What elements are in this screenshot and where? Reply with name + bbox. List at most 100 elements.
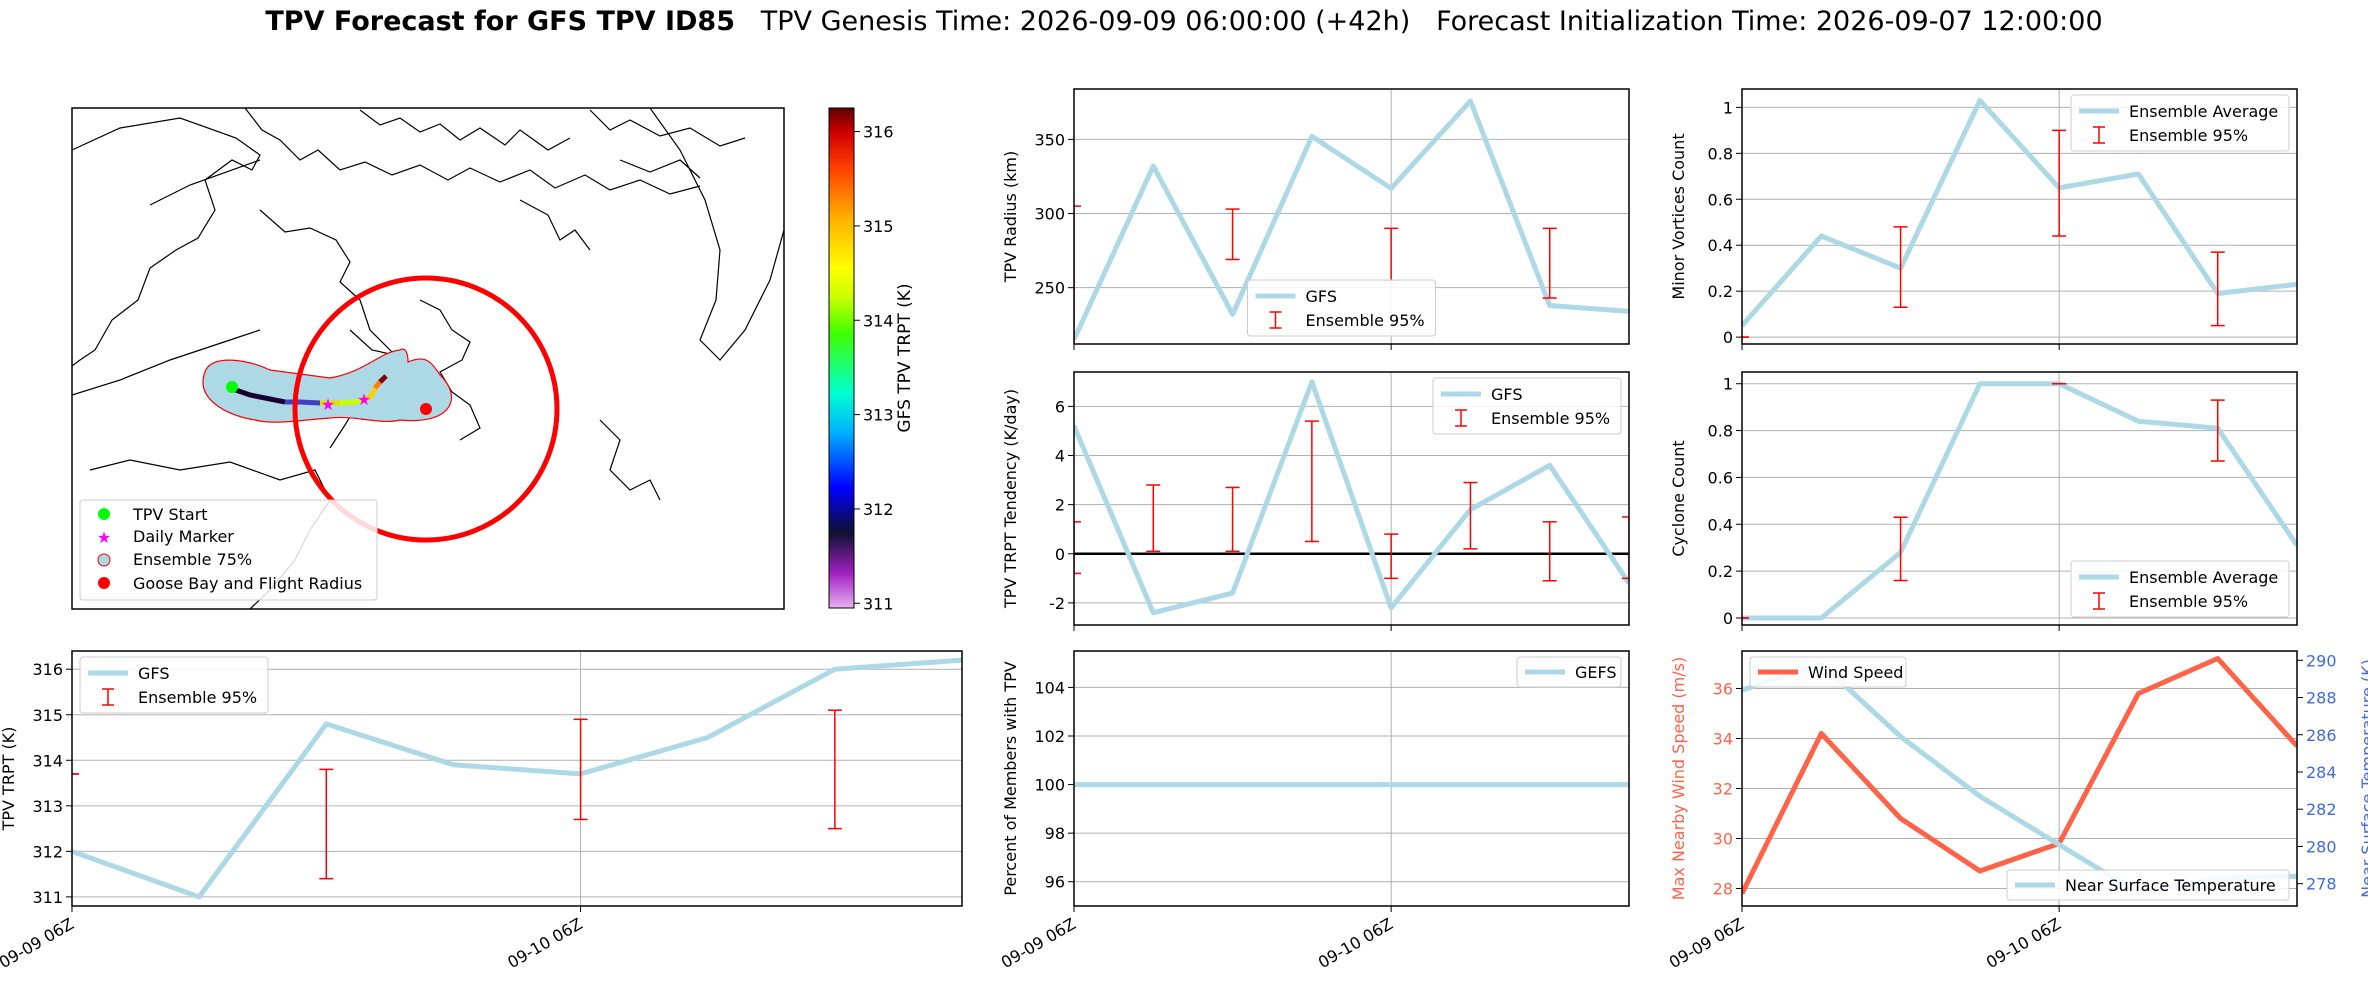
series-line [72, 657, 962, 900]
y-axis-label: Minor Vortices Count [1669, 133, 1688, 299]
y-tick-label: 6 [1055, 397, 1065, 416]
legend-daily-marker: Daily Marker [133, 527, 234, 546]
y-tick-label: -2 [1049, 594, 1065, 613]
y2-tick-label: 280 [2306, 837, 2337, 856]
y-tick-label: 34 [1713, 730, 1733, 749]
chart-legend: GFS Ensemble 95% [1247, 279, 1436, 337]
chart-frame [1741, 88, 2298, 345]
y-tick-label: 314 [32, 751, 63, 770]
legend-label: GEFS [1575, 663, 1617, 682]
legend-tpv-start: TPV Start [132, 505, 208, 524]
chart-frame [1741, 650, 2298, 907]
map-coastline-west [72, 117, 261, 367]
chart-legend: Ensemble Average Ensemble 95% [2070, 560, 2290, 618]
x-tick-label: 09-09 06Z [998, 914, 1079, 972]
y-tick-label: 100 [1034, 776, 1065, 795]
chart-frame [1073, 650, 1630, 907]
chart-frame [1073, 88, 1630, 345]
chart-grid [1742, 651, 2297, 906]
y2-tick-label: 288 [2306, 689, 2337, 708]
y2-tick-label: 278 [2306, 875, 2337, 894]
y-tick-label: 0.6 [1708, 468, 1733, 487]
y-tick-label: 98 [1045, 824, 1065, 843]
colorbar-tick-label: 312 [863, 500, 894, 519]
title-init: Forecast Initialization Time: 2026-09-07… [1436, 6, 2103, 37]
y2-tick-label: 282 [2306, 800, 2337, 819]
legend-tpv-start-icon [98, 508, 110, 520]
y-tick-label: 0.2 [1708, 282, 1733, 301]
chart-percent: 96 98 100 102 104 09-09 06Z 09-10 06Z Percent o… [998, 650, 1630, 972]
y-tick-label: 300 [1034, 205, 1065, 224]
y-axis-label: Percent of Members with TPV [1001, 661, 1020, 895]
legend-label: Ensemble 95% [1491, 409, 1610, 428]
chart-plot-area [1742, 98, 2297, 338]
legend-label: GFS [1491, 385, 1522, 404]
y2-tick-label: 290 [2306, 651, 2337, 670]
chart-tendency: -2 0 2 4 6 TPV TRPT Tendency (K/day) GFS Ensemb… [1001, 371, 1630, 631]
y-tick-label: 1 [1723, 98, 1733, 117]
map-coastline-islands [359, 109, 746, 251]
chart-trpt: 311 312 313 314 315 316 09-09 06Z 09-10 06Z TPV … [0, 650, 963, 972]
colorbar-bar [828, 107, 855, 609]
chart-legend: GFS Ensemble 95% [1432, 377, 1622, 435]
colorbar-tick-label: 315 [863, 217, 894, 236]
map-arc-line [149, 159, 261, 206]
y-tick-label: 104 [1034, 678, 1065, 697]
legend-label: GFS [1306, 287, 1337, 306]
legend-box [1516, 656, 1622, 688]
x-tick-label: 09-10 06Z [1315, 914, 1396, 972]
chart-grid [1074, 651, 1629, 906]
y-tick-label: 0.4 [1708, 236, 1733, 255]
x-tick-label: 09-10 06Z [504, 914, 585, 972]
y-tick-label: 32 [1713, 780, 1733, 799]
y-tick-label: 1 [1723, 375, 1733, 394]
y-axis-label: TPV TRPT Tendency (K/day) [1001, 389, 1020, 609]
chart-cyclone: 0 0.2 0.4 0.6 0.8 1 Cyclone Count Ensemble Aver… [1669, 371, 2298, 631]
chart-frame [1741, 371, 2298, 626]
y-tick-label: 30 [1713, 830, 1733, 849]
colorbar: 316 315 314 313 312 311 GFS TPV TRPT (K) [828, 107, 915, 613]
map-tpv-start-marker [226, 381, 238, 393]
map-daily-marker-2: ★ [357, 390, 371, 409]
series-line [1074, 379, 1629, 616]
chart-legend: Wind Speed Near Surface Temperature [1749, 656, 2290, 901]
chart-wind: 28 30 32 34 36 09-09 06Z 09-10 06Z Max Nearby W… [1666, 650, 2368, 972]
map-frame [71, 107, 785, 610]
y-tick-label: 0.2 [1708, 562, 1733, 581]
chart-frame [1073, 371, 1630, 626]
y-axis-label: TPV Radius (km) [1001, 151, 1020, 284]
series-line [1074, 98, 1629, 341]
legend-label: Ensemble 95% [2129, 592, 2248, 611]
y-tick-label: 36 [1713, 680, 1733, 699]
y-tick-label: 0.6 [1708, 190, 1733, 209]
y2-tick-label: 284 [2306, 763, 2337, 782]
colorbar-tick-label: 313 [863, 406, 894, 425]
chart-radius: 250 300 350 TPV Radius (km) GFS Ensemble 95% [1001, 88, 1630, 350]
title-bold: TPV Forecast for GFS TPV ID85 [265, 6, 735, 37]
y-tick-label: 2 [1055, 496, 1065, 515]
map-panel: ★ ★ TPV Start ★ Daily Marker Ensemble 75… [71, 107, 915, 613]
y-tick-label: 0 [1723, 609, 1733, 628]
legend-box [2070, 94, 2290, 152]
map-daily-marker-1: ★ [321, 395, 335, 414]
y-tick-label: 316 [32, 660, 63, 679]
y-tick-label: 28 [1713, 880, 1733, 899]
series-line [1742, 98, 2297, 328]
legend-goose-bay-icon [98, 577, 110, 589]
chart-legend: Ensemble Average Ensemble 95% [2070, 94, 2290, 152]
colorbar-tick-label: 316 [863, 123, 894, 142]
map-coastline-arctic [244, 108, 701, 195]
y-tick-label: 250 [1034, 279, 1065, 298]
y-tick-label: 0 [1055, 545, 1065, 564]
chart-frame [71, 650, 963, 907]
map-goose-bay-marker [420, 403, 432, 415]
y-tick-label: 312 [32, 842, 63, 861]
chart-plot-area [1742, 381, 2297, 621]
map-coastline-greenland [649, 108, 784, 361]
chart-legend: GEFS [1516, 656, 1622, 688]
y-axis-label: Max Nearby Wind Speed (m/s) [1669, 657, 1688, 900]
series-line [1742, 656, 2297, 895]
x-tick-label: 09-09 06Z [1666, 914, 1747, 972]
legend-goose-bay: Goose Bay and Flight Radius [133, 574, 362, 593]
